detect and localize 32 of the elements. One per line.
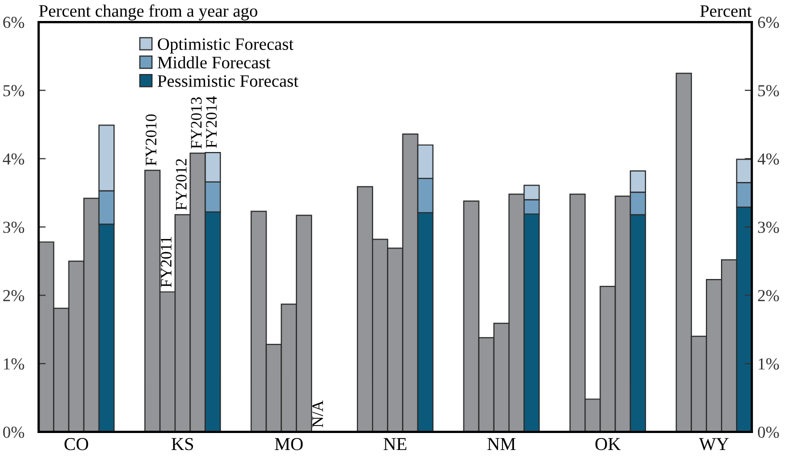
legend-label: Optimistic Forecast [158, 38, 294, 54]
text: FY2012 [176, 159, 187, 210]
x-tick-label: CO [64, 438, 88, 450]
legend-label: Pessimistic Forecast [158, 75, 298, 87]
annotation: FY2014 [206, 96, 217, 148]
x-tick-label: KS [172, 438, 194, 450]
x-tick-label: OK [595, 438, 621, 450]
text: FY2013 [190, 97, 202, 149]
annotation: N/A [312, 400, 324, 428]
y-tick-label: 4% [2, 153, 24, 165]
y-tick-label: 5% [3, 85, 24, 96]
x-tick-label: MO [274, 438, 303, 450]
legend-label: Middle Forecast [158, 56, 270, 68]
y2-tick-label: 2% [758, 290, 779, 302]
y2-tick-label: 6% [758, 16, 779, 28]
y2-tick-label: 5% [758, 85, 779, 96]
y-tick-label: 3% [3, 222, 24, 233]
y-tick-label: 0% [3, 426, 24, 438]
y-tick-label: 1% [4, 358, 24, 370]
x-tick-label: NE [384, 438, 406, 450]
y2-tick-label: 0% [758, 426, 779, 438]
y-tick-label: 2% [3, 290, 24, 302]
x-tick-label: WY [699, 438, 729, 450]
y-tick-label: 6% [3, 16, 24, 28]
text: FY2010 [146, 114, 156, 166]
text: FY2011 [160, 236, 172, 288]
y2-axis-title: Percent [700, 5, 752, 17]
y2-tick-label: 3% [758, 222, 779, 233]
y2-tick-label: 1% [758, 358, 779, 370]
x-tick-label: NM [487, 438, 516, 450]
y2-tick-label: 4% [758, 153, 779, 165]
y-axis-title: Percent change from a year ago [39, 4, 258, 20]
